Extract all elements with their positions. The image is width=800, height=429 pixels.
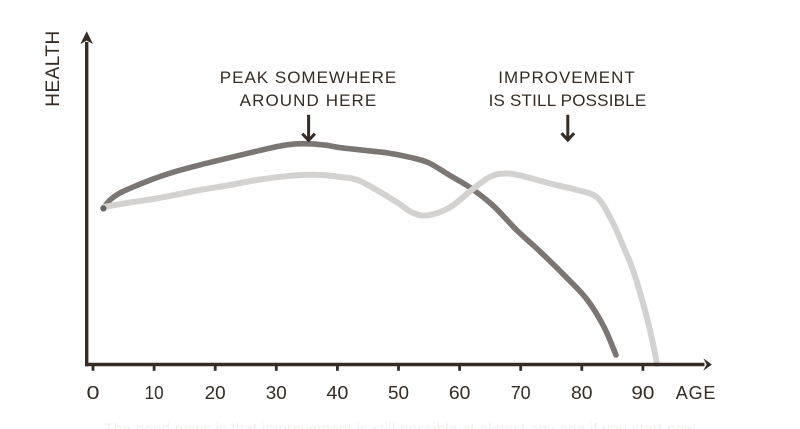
svg-text:AROUND HERE: AROUND HERE xyxy=(240,91,378,110)
svg-text:90: 90 xyxy=(631,383,654,403)
svg-text:60: 60 xyxy=(449,383,471,403)
svg-text:IS STILL POSSIBLE: IS STILL POSSIBLE xyxy=(489,91,647,110)
svg-text:10: 10 xyxy=(145,383,164,403)
svg-text:PEAK SOMEWHERE: PEAK SOMEWHERE xyxy=(220,68,397,87)
svg-text:40: 40 xyxy=(326,383,348,403)
svg-text:50: 50 xyxy=(388,383,409,403)
svg-text:20: 20 xyxy=(205,383,226,403)
svg-text:0: 0 xyxy=(87,383,100,403)
svg-text:AGE: AGE xyxy=(676,383,716,403)
svg-text:30: 30 xyxy=(266,383,287,403)
svg-text:IMPROVEMENT: IMPROVEMENT xyxy=(498,68,636,87)
svg-text:HEALTH: HEALTH xyxy=(43,30,64,107)
svg-text:70: 70 xyxy=(511,383,531,403)
svg-text:The good news is that improvem: The good news is that improvement is sti… xyxy=(104,421,695,429)
svg-text:80: 80 xyxy=(571,383,593,403)
